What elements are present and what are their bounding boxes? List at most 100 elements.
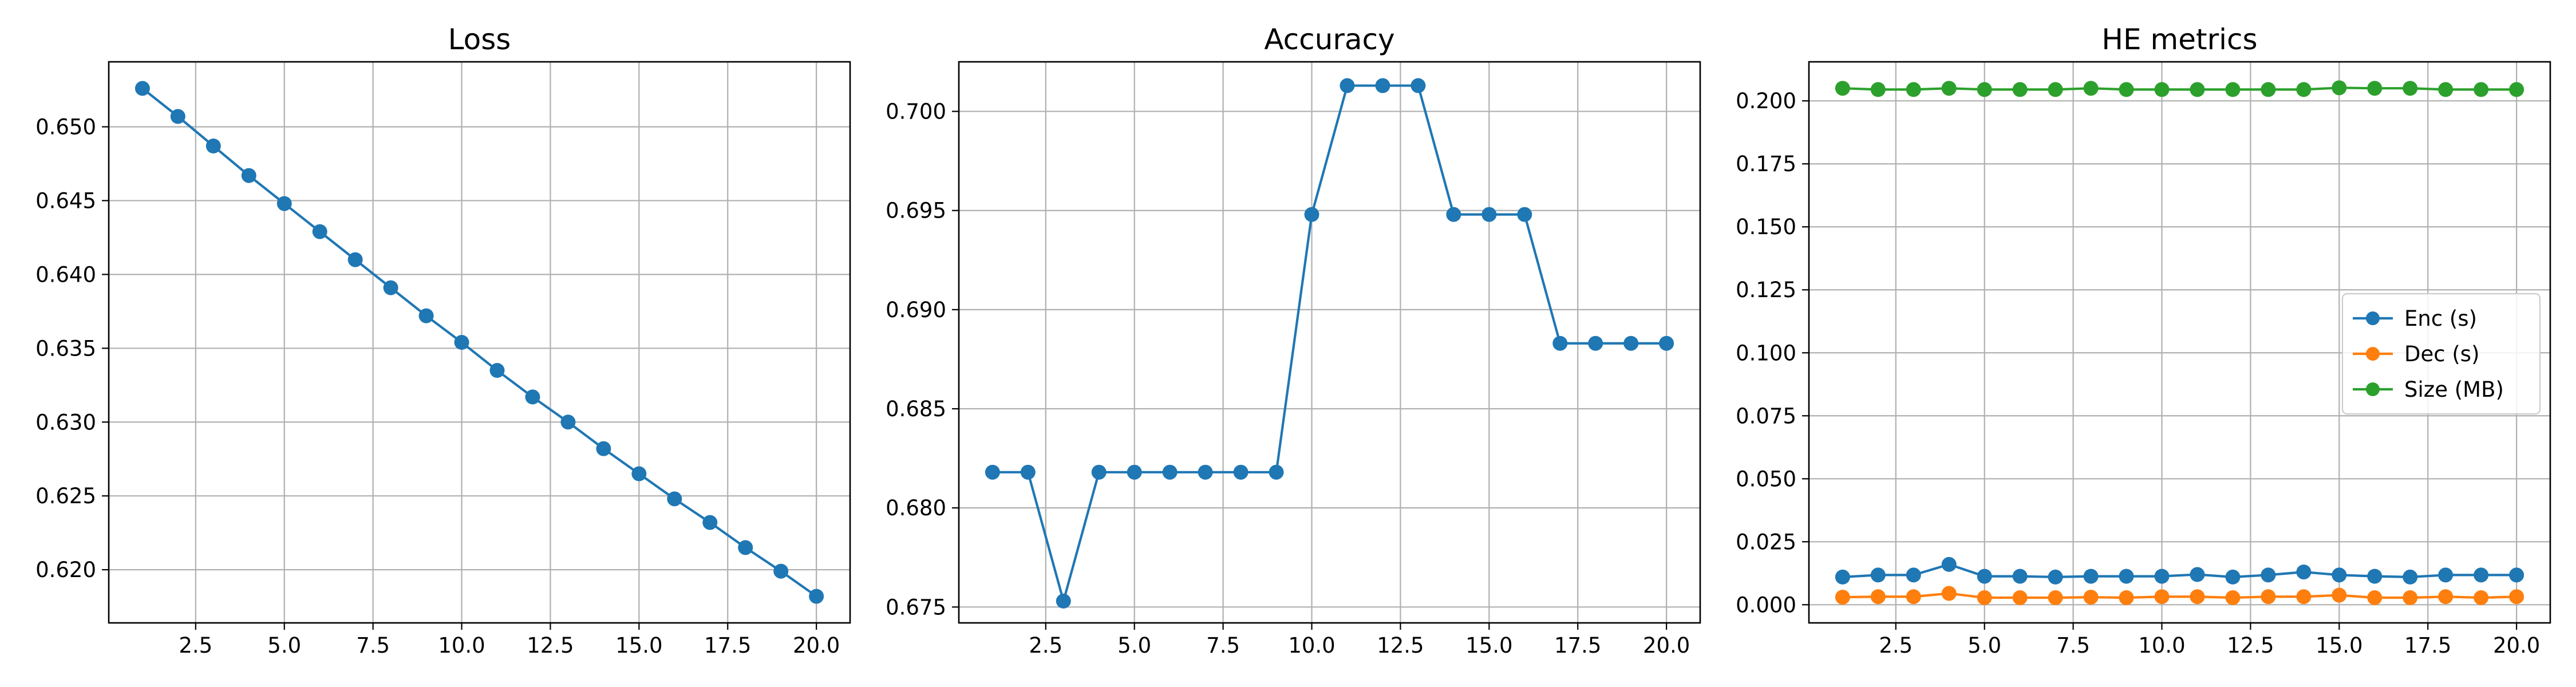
- data-point-size-mb: [2403, 81, 2418, 96]
- data-point-dec-s: [2438, 589, 2453, 605]
- data-point-dec-s: [1835, 590, 1850, 605]
- x-tick-label: 20.0: [1643, 633, 1690, 658]
- x-tick-label: 15.0: [2316, 633, 2362, 658]
- y-tick-label: 0.685: [886, 397, 946, 421]
- data-point-enc-s: [2012, 568, 2028, 584]
- data-point-series-0: [312, 224, 327, 239]
- data-point-dec-s: [2509, 589, 2524, 605]
- data-point-enc-s: [1906, 567, 1921, 583]
- data-point-size-mb: [2367, 81, 2383, 96]
- x-tick-label: 10.0: [1288, 633, 1335, 658]
- chart-title: HE metrics: [2101, 23, 2257, 56]
- data-point-dec-s: [2048, 590, 2063, 605]
- data-point-size-mb: [1977, 82, 1992, 97]
- data-point-enc-s: [2474, 567, 2489, 583]
- chart-panel-he-metrics: 2.5 5.0 7.5 10.0 12.5 15.0 17.5 20.0 0.000 0.025 0…: [1736, 23, 2551, 658]
- data-point-series-0: [631, 466, 647, 481]
- data-point-size-mb: [2509, 82, 2524, 97]
- axes-frame: [108, 61, 851, 624]
- data-point-series-0: [383, 280, 398, 295]
- data-point-size-mb: [2048, 82, 2063, 97]
- data-point-enc-s: [2296, 564, 2312, 580]
- data-point-enc-s: [2367, 568, 2383, 584]
- data-point-series-0: [1162, 464, 1178, 480]
- data-point-enc-s: [1977, 568, 1992, 584]
- data-point-series-0: [560, 414, 576, 430]
- data-point-enc-s: [2403, 569, 2418, 585]
- chart-panel-accuracy: 2.5 5.0 7.5 10.0 12.5 15.0 17.5 20.0 0.675 0.680 0…: [886, 23, 1701, 658]
- chart-panel-loss: 2.5 5.0 7.5 10.0 12.5 15.0 17.5 20.0 0.620 0.625 0…: [35, 23, 851, 658]
- data-point-dec-s: [2012, 590, 2028, 605]
- data-point-size-mb: [1835, 81, 1850, 96]
- data-point-size-mb: [2154, 82, 2170, 97]
- x-tick-label: 12.5: [527, 633, 574, 658]
- legend: Enc (s) Dec (s) Size (MB): [2341, 293, 2541, 415]
- legend-marker-size-mb: [2366, 382, 2380, 396]
- chart-title: Loss: [448, 23, 511, 56]
- data-point-size-mb: [2296, 82, 2312, 97]
- data-point-dec-s: [2119, 590, 2134, 605]
- axes-frame: [958, 61, 1701, 624]
- y-tick-label: 0.125: [1736, 278, 1796, 302]
- data-point-dec-s: [2403, 590, 2418, 605]
- legend-marker-enc-s: [2366, 311, 2380, 325]
- data-point-dec-s: [1977, 590, 1992, 605]
- x-tick-label: 7.5: [356, 633, 390, 658]
- data-point-series-0: [1375, 78, 1390, 93]
- data-point-dec-s: [1906, 589, 1921, 605]
- x-tick-label: 10.0: [438, 633, 485, 658]
- x-tick-label: 2.5: [1029, 633, 1062, 658]
- data-point-dec-s: [2296, 589, 2312, 605]
- data-point-enc-s: [2225, 569, 2241, 585]
- data-point-series-0: [418, 308, 434, 323]
- data-point-series-0: [347, 252, 363, 267]
- data-point-series-0: [206, 139, 221, 153]
- data-point-series-0: [1552, 335, 1568, 351]
- data-point-size-mb: [2474, 82, 2489, 97]
- data-point-size-mb: [2012, 82, 2028, 97]
- data-point-dec-s: [2154, 589, 2170, 605]
- data-point-dec-s: [2225, 590, 2241, 605]
- x-tick-label: 10.0: [2138, 633, 2185, 658]
- data-point-series-0: [454, 335, 469, 350]
- y-tick-label: 0.650: [35, 114, 96, 139]
- data-point-enc-s: [1835, 569, 1850, 585]
- data-point-size-mb: [2083, 81, 2099, 96]
- data-point-enc-s: [1941, 556, 1957, 572]
- data-point-enc-s: [2083, 568, 2099, 584]
- y-tick-label: 0.675: [886, 595, 946, 619]
- data-point-enc-s: [2190, 567, 2205, 582]
- y-tick-label: 0.695: [886, 199, 946, 223]
- data-point-series-0: [1446, 207, 1461, 222]
- data-point-dec-s: [2474, 590, 2489, 605]
- y-tick-label: 0.690: [886, 298, 946, 322]
- data-point-dec-s: [2367, 590, 2383, 605]
- data-point-dec-s: [1870, 589, 1886, 605]
- axes-frame: [1808, 61, 2551, 624]
- legend-marker-dec-s: [2366, 347, 2380, 361]
- chart-title: Accuracy: [1264, 23, 1394, 56]
- data-point-size-mb: [2119, 82, 2134, 97]
- data-point-series-0: [1091, 464, 1107, 480]
- x-tick-label: 15.0: [1465, 633, 1512, 658]
- data-point-series-0: [489, 363, 505, 378]
- legend-label-enc-s: Enc (s): [2404, 306, 2477, 331]
- data-point-dec-s: [2190, 589, 2205, 605]
- x-tick-label: 5.0: [1117, 633, 1151, 658]
- y-tick-label: 0.175: [1736, 152, 1796, 176]
- data-point-size-mb: [2190, 82, 2205, 97]
- data-point-size-mb: [1906, 82, 1921, 97]
- y-tick-label: 0.680: [886, 496, 946, 520]
- data-point-series-0: [135, 81, 150, 96]
- data-point-series-0: [170, 109, 185, 124]
- legend-label-size-mb: Size (MB): [2404, 377, 2504, 402]
- data-point-series-0: [1659, 335, 1674, 351]
- data-point-series-0: [276, 196, 292, 211]
- data-point-series-0: [773, 563, 789, 579]
- y-tick-label: 0.025: [1736, 530, 1796, 554]
- y-tick-label: 0.000: [1736, 593, 1796, 617]
- y-tick-label: 0.645: [35, 188, 96, 213]
- x-tick-label: 17.5: [704, 633, 751, 658]
- data-point-enc-s: [2438, 567, 2453, 583]
